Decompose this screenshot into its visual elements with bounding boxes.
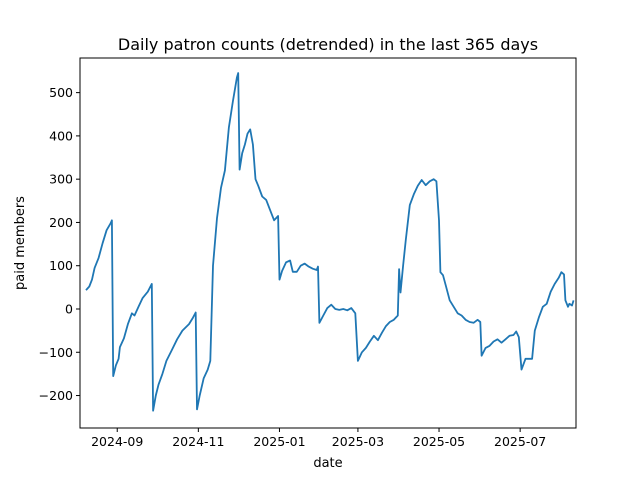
x-tick-label: 2024-11 xyxy=(172,434,224,449)
x-tick-label: 2024-09 xyxy=(91,434,143,449)
plot-area xyxy=(85,72,575,412)
y-tick-label: 400 xyxy=(49,128,73,143)
y-tick-label: 100 xyxy=(49,258,73,273)
y-tick-label: 200 xyxy=(49,215,73,230)
x-axis-ticks: 2024-09 2024-11 2025-01 2025-03 2025-05 2025-… xyxy=(91,428,546,449)
x-tick-label: 2025-07 xyxy=(494,434,546,449)
y-tick-label: −200 xyxy=(39,388,73,403)
y-tick-label: 300 xyxy=(49,172,73,187)
x-tick-label: 2025-01 xyxy=(253,434,305,449)
axes-frame xyxy=(79,57,577,429)
y-axis-ticks: −200 −100 0 100 200 300 400 500 xyxy=(39,85,80,403)
chart-title: Daily patron counts (detrended) in the l… xyxy=(118,35,538,54)
series-line-paid-members xyxy=(85,72,575,412)
x-tick-label: 2025-05 xyxy=(413,434,465,449)
y-tick-label: 0 xyxy=(65,301,73,316)
x-tick-label: 2025-03 xyxy=(332,434,384,449)
y-axis-label: paid members xyxy=(13,196,28,290)
y-tick-label: 500 xyxy=(49,85,73,100)
y-tick-label: −100 xyxy=(39,345,73,360)
x-axis-label: date xyxy=(313,456,342,471)
